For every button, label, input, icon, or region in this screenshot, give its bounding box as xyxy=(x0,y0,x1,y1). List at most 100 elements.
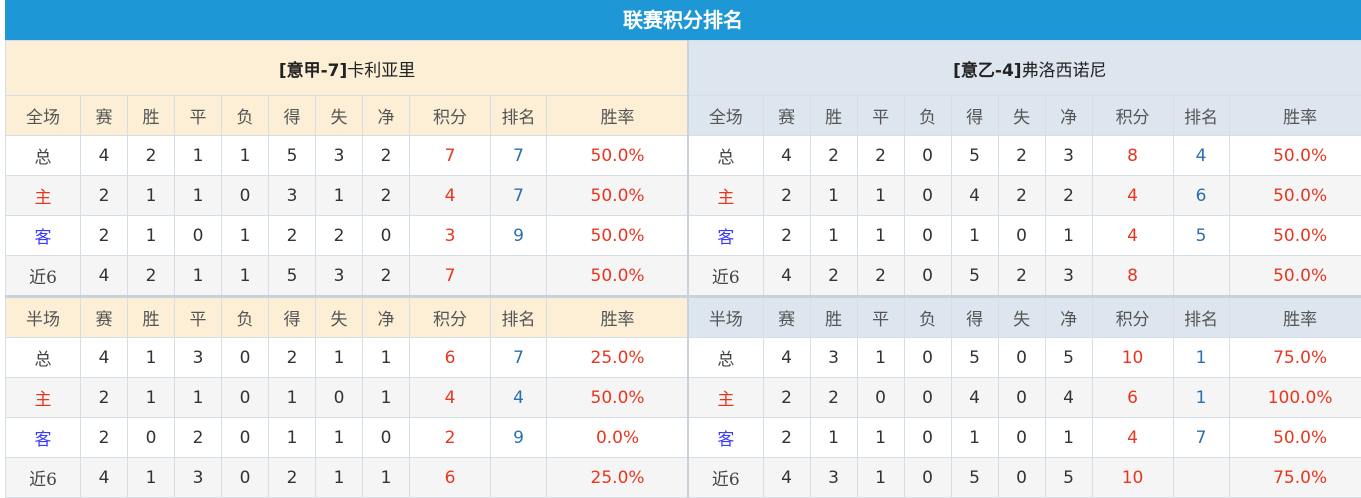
cell-played: 2 xyxy=(80,377,128,418)
team-header: [意甲-7]卡利亚里 xyxy=(4,40,690,96)
cell-won: 2 xyxy=(809,135,858,176)
cell-drawn: 3 xyxy=(174,457,222,498)
cell-lost: 0 xyxy=(221,417,269,458)
column-header-scope: 半场 xyxy=(5,295,81,338)
cell-win-rate: 0.0% xyxy=(545,417,690,458)
column-header-played: 赛 xyxy=(80,295,128,338)
cell-won: 3 xyxy=(809,457,858,498)
cell-win-rate: 50.0% xyxy=(1228,215,1361,256)
cell-played: 2 xyxy=(80,417,128,458)
cell-drawn: 1 xyxy=(174,377,222,418)
full-header-row: 全场赛胜平负得失净积分 排名 胜率 xyxy=(687,95,1361,136)
cell-goals-for: 2 xyxy=(268,215,316,256)
cell-played: 2 xyxy=(762,215,811,256)
team-league-tag: [意乙-4] xyxy=(953,60,1022,81)
column-header-lost: 负 xyxy=(221,95,269,136)
column-header-rank: 排名 xyxy=(490,95,547,136)
cell-rank: 6 xyxy=(1172,175,1230,216)
half-header-row: 半场赛胜平负得失净积分 排名 胜率 xyxy=(5,295,690,338)
cell-scope: 近6 xyxy=(5,457,81,498)
cell-played: 4 xyxy=(762,457,811,498)
column-header-goals-against: 失 xyxy=(315,295,363,338)
team-league-tag: [意甲-7] xyxy=(278,60,348,81)
cell-rank: 9 xyxy=(490,417,547,458)
cell-rank: 7 xyxy=(490,175,547,216)
cell-lost: 0 xyxy=(903,457,952,498)
column-header-points: 积分 xyxy=(1091,95,1174,136)
cell-won: 1 xyxy=(127,337,175,378)
cell-goals-for: 1 xyxy=(950,417,999,458)
cell-won: 1 xyxy=(127,457,175,498)
cell-played: 4 xyxy=(762,337,811,378)
cell-played: 4 xyxy=(80,457,128,498)
cell-goals-for: 5 xyxy=(950,255,999,297)
cell-rank xyxy=(1172,457,1230,498)
cell-drawn: 0 xyxy=(856,377,905,418)
cell-won: 1 xyxy=(127,377,175,418)
cell-points: 2 xyxy=(409,417,491,458)
cell-scope: 总 xyxy=(687,337,764,378)
cell-goal-diff: 2 xyxy=(1044,175,1093,216)
half-header-row: 半场赛胜平负得失净积分 排名 胜率 xyxy=(687,295,1361,338)
cell-rank: 1 xyxy=(1172,377,1230,418)
column-header-rank: 排名 xyxy=(490,295,547,338)
cell-rank xyxy=(490,457,547,498)
cell-lost: 0 xyxy=(903,215,952,256)
cell-win-rate: 50.0% xyxy=(1228,175,1361,216)
cell-won: 0 xyxy=(127,417,175,458)
cell-goals-for: 2 xyxy=(268,457,316,498)
cell-goals-for: 3 xyxy=(268,175,316,216)
cell-goals-against: 0 xyxy=(997,457,1046,498)
cell-lost: 0 xyxy=(903,337,952,378)
cell-won: 1 xyxy=(127,175,175,216)
cell-points: 10 xyxy=(1091,457,1174,498)
cell-scope: 总 xyxy=(5,135,81,176)
cell-rank xyxy=(490,255,547,297)
cell-rank: 7 xyxy=(490,135,547,176)
cell-scope: 客 xyxy=(687,215,764,256)
cell-rank: 7 xyxy=(490,337,547,378)
column-header-lost: 负 xyxy=(903,95,952,136)
cell-lost: 0 xyxy=(221,377,269,418)
cell-goals-against: 2 xyxy=(315,215,363,256)
column-header-goals-for: 得 xyxy=(950,95,999,136)
column-header-won: 胜 xyxy=(127,295,175,338)
cell-points: 4 xyxy=(409,175,491,216)
column-header-drawn: 平 xyxy=(856,95,905,136)
cell-drawn: 1 xyxy=(856,175,905,216)
cell-points: 7 xyxy=(409,255,491,297)
cell-points: 4 xyxy=(1091,417,1174,458)
cell-points: 6 xyxy=(409,337,491,378)
cell-points: 4 xyxy=(1091,215,1174,256)
cell-drawn: 2 xyxy=(856,255,905,297)
cell-played: 4 xyxy=(80,255,128,297)
column-header-scope: 全场 xyxy=(5,95,81,136)
cell-scope: 客 xyxy=(687,417,764,458)
table-row: 总 4 3 1 0 5 0 5 10 1 75.0% xyxy=(687,337,1361,378)
column-header-lost: 负 xyxy=(903,295,952,338)
column-header-win-rate: 胜率 xyxy=(545,295,690,338)
cell-won: 1 xyxy=(809,417,858,458)
cell-goal-diff: 0 xyxy=(362,417,410,458)
cell-goals-against: 2 xyxy=(997,255,1046,297)
cell-goal-diff: 1 xyxy=(1044,215,1093,256)
column-header-played: 赛 xyxy=(762,95,811,136)
cell-rank: 4 xyxy=(490,377,547,418)
cell-goals-against: 1 xyxy=(315,417,363,458)
cell-goal-diff: 3 xyxy=(1044,255,1093,297)
column-header-goal-diff: 净 xyxy=(362,295,410,338)
cell-goals-against: 2 xyxy=(997,135,1046,176)
cell-drawn: 2 xyxy=(856,135,905,176)
cell-scope: 客 xyxy=(5,215,81,256)
cell-lost: 0 xyxy=(903,255,952,297)
cell-goals-for: 4 xyxy=(950,377,999,418)
cell-points: 4 xyxy=(1091,175,1174,216)
column-header-drawn: 平 xyxy=(174,295,222,338)
cell-won: 2 xyxy=(127,135,175,176)
cell-drawn: 1 xyxy=(856,457,905,498)
cell-goals-for: 5 xyxy=(950,135,999,176)
away-team-pane: [意乙-4]弗洛西诺尼 全场赛胜平负得失净积分 排名 胜率总 4 2 2 0 5 2 3 8 4 50.0… xyxy=(687,40,1361,498)
column-header-points: 积分 xyxy=(409,295,491,338)
cell-played: 2 xyxy=(80,215,128,256)
standings-widget: 联赛积分排名 [意甲-7]卡利亚里 全场赛胜平负得失净积分 排名 胜率总 4 2 1 1 5 3 2… xyxy=(4,0,1361,498)
